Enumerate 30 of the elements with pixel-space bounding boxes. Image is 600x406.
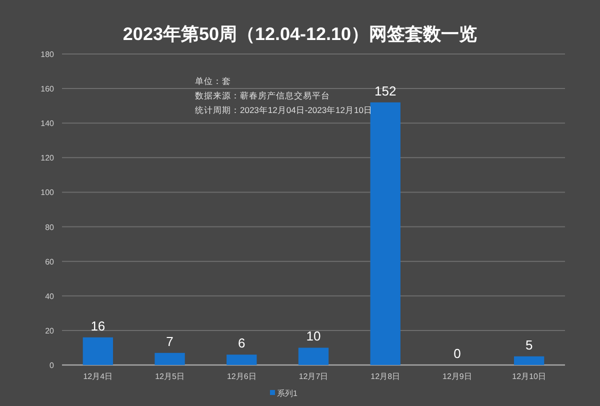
legend-label: 系列1 (277, 389, 298, 398)
annotation: 统计周期：2023年12月04日-2023年12月10日 (195, 105, 372, 115)
y-tick-label: 180 (40, 50, 55, 59)
legend: 系列1 (270, 389, 298, 398)
data-label: 7 (166, 334, 174, 349)
y-tick-label: 140 (40, 119, 55, 128)
title: 2023年第50周（12.04-12.10）网签套数一览 (122, 24, 478, 44)
x-tick-label: 12月6日 (226, 372, 256, 381)
data-label: 6 (238, 336, 246, 351)
y-tick-label: 60 (45, 257, 55, 266)
data-label: 16 (90, 318, 106, 334)
y-tick-label: 0 (50, 361, 55, 370)
y-tick-label: 120 (40, 154, 55, 163)
y-tick-label: 20 (45, 326, 55, 336)
y-tick-label: 100 (40, 188, 55, 198)
data-label: 152 (374, 83, 396, 98)
y-tick-label: 160 (40, 84, 55, 94)
y-tick-label: 80 (45, 222, 55, 232)
x-tick-label: 12月9日 (442, 372, 472, 381)
data-label: 10 (306, 328, 321, 344)
x-tick-label: 12月8日 (370, 372, 400, 381)
annotation: 单位：套 (195, 76, 231, 86)
x-tick-label: 12月4日 (83, 372, 113, 381)
x-tick-label: 12月7日 (298, 372, 328, 381)
data-label: 0 (454, 346, 461, 361)
y-tick-label: 40 (45, 292, 55, 301)
annotation: 数据来源：蕲春房产信息交易平台 (195, 90, 330, 100)
x-tick-label: 12月10日 (512, 372, 546, 381)
x-tick-label: 12月5日 (155, 372, 184, 381)
data-label: 5 (525, 337, 533, 352)
